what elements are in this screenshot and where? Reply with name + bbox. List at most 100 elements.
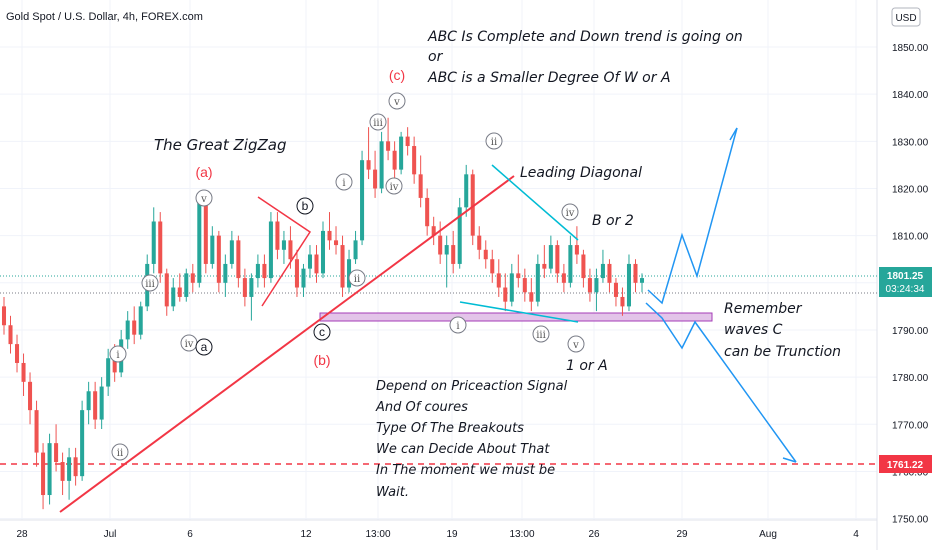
candle[interactable] — [613, 278, 618, 307]
candle[interactable] — [158, 212, 163, 283]
candle[interactable] — [360, 150, 365, 246]
wave-circle-iii[interactable]: iii — [141, 274, 159, 292]
candle[interactable] — [249, 273, 254, 321]
candle[interactable] — [503, 273, 508, 312]
wave-circle-iii[interactable]: iii — [369, 113, 387, 131]
candle[interactable] — [392, 141, 397, 180]
wave-circle-b_circ[interactable]: b — [296, 197, 314, 215]
candle[interactable] — [236, 235, 241, 288]
candle[interactable] — [93, 381, 98, 429]
wave-circle-iv[interactable]: iv — [180, 334, 198, 352]
candle[interactable] — [516, 254, 521, 288]
candle[interactable] — [60, 452, 65, 496]
candle[interactable] — [587, 268, 592, 302]
candle[interactable] — [301, 263, 306, 297]
candle[interactable] — [47, 433, 52, 505]
wave-circle-ii[interactable]: ii — [111, 443, 129, 461]
wave-circle-i[interactable]: i — [335, 173, 353, 191]
candle[interactable] — [223, 254, 228, 297]
candle[interactable] — [210, 226, 215, 269]
candle[interactable] — [320, 221, 326, 279]
time-axis[interactable]: 28 Jul 6 12 13:00 19 13:00 26 29 Aug 4 — [16, 529, 859, 540]
candle[interactable] — [581, 249, 586, 288]
candle[interactable] — [281, 230, 286, 264]
candle[interactable] — [86, 381, 91, 425]
candle[interactable] — [535, 254, 540, 307]
candle[interactable] — [275, 212, 280, 260]
candle[interactable] — [418, 155, 423, 208]
candle[interactable] — [340, 235, 345, 297]
candle[interactable] — [600, 249, 605, 283]
candle[interactable] — [125, 311, 130, 349]
candle[interactable] — [633, 259, 638, 293]
diagonal-upper-line[interactable] — [491, 164, 579, 241]
candle[interactable] — [548, 235, 553, 274]
candle[interactable] — [386, 117, 391, 161]
support-zone[interactable] — [319, 312, 713, 322]
candle[interactable] — [607, 259, 612, 293]
diagonal-lower-line[interactable] — [459, 301, 579, 323]
candle[interactable] — [496, 259, 501, 297]
wave-circle-ii[interactable]: ii — [348, 269, 366, 287]
wave-circle-c_circ[interactable]: c — [313, 323, 331, 341]
wave-circle-iv[interactable]: iv — [385, 177, 403, 195]
candle[interactable] — [307, 245, 312, 279]
candle[interactable] — [28, 372, 33, 425]
candle[interactable] — [151, 207, 156, 274]
candle[interactable] — [594, 268, 599, 312]
candle[interactable] — [490, 249, 495, 283]
candle[interactable] — [314, 245, 319, 283]
candle[interactable] — [294, 249, 299, 297]
candle[interactable] — [373, 150, 378, 198]
candle[interactable] — [444, 235, 449, 288]
currency-badge-box[interactable] — [891, 7, 921, 27]
candle[interactable] — [255, 254, 260, 288]
candle[interactable] — [15, 334, 20, 373]
wave-circle-v[interactable]: v — [567, 335, 585, 353]
candle[interactable] — [334, 226, 339, 255]
candle[interactable] — [138, 301, 143, 340]
candle[interactable] — [164, 268, 169, 316]
candle[interactable] — [73, 447, 78, 486]
candle[interactable] — [203, 197, 208, 274]
candle[interactable] — [67, 447, 72, 500]
candle[interactable] — [216, 230, 221, 293]
candle[interactable] — [399, 131, 404, 175]
candle[interactable] — [561, 263, 566, 293]
candle[interactable] — [268, 212, 273, 283]
candle[interactable] — [41, 443, 46, 510]
candle[interactable] — [483, 240, 488, 269]
candle[interactable] — [412, 136, 417, 184]
zigzag-trendline[interactable] — [59, 175, 515, 513]
bullish-projection[interactable] — [647, 127, 738, 305]
bearish-projection[interactable] — [645, 302, 797, 463]
candle[interactable] — [106, 348, 111, 396]
candle[interactable] — [522, 268, 527, 302]
candle[interactable] — [620, 287, 625, 316]
candle[interactable] — [451, 230, 456, 274]
candle[interactable] — [438, 221, 443, 264]
candle[interactable] — [379, 131, 384, 194]
candle[interactable] — [229, 230, 234, 269]
wave-circle-i[interactable]: i — [449, 316, 467, 334]
candle[interactable] — [327, 212, 332, 250]
wave-circle-a_circ[interactable]: a — [195, 338, 213, 356]
candle[interactable] — [574, 226, 579, 264]
candle[interactable] — [132, 306, 137, 345]
candle[interactable] — [21, 353, 26, 396]
candle[interactable] — [184, 268, 189, 302]
wave-circle-iii[interactable]: iii — [532, 325, 550, 343]
candle[interactable] — [8, 315, 13, 354]
wave-circle-i[interactable]: i — [109, 345, 127, 363]
wave-circle-ii[interactable]: ii — [485, 132, 503, 150]
candle[interactable] — [464, 164, 469, 217]
wave-circle-v[interactable]: v — [195, 189, 213, 207]
triangle-b-lines[interactable] — [257, 196, 312, 307]
candle[interactable] — [177, 273, 182, 302]
candle[interactable] — [353, 230, 358, 264]
candle[interactable] — [262, 254, 267, 288]
candle[interactable] — [509, 263, 514, 307]
candle[interactable] — [477, 226, 482, 260]
candle[interactable] — [425, 188, 430, 236]
